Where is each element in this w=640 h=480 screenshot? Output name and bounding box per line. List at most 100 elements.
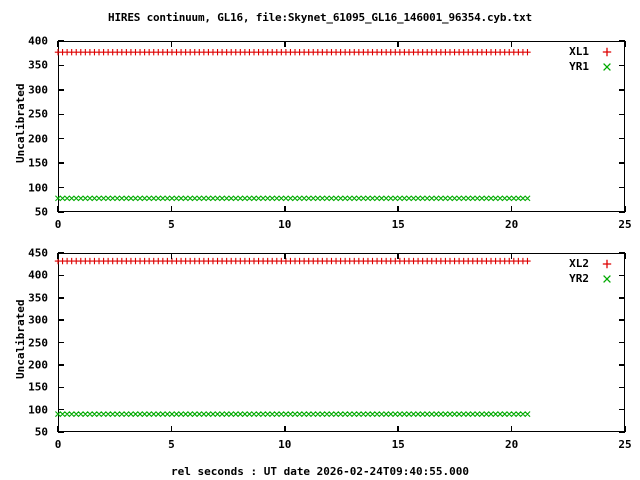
plus-marker-icon: [602, 47, 612, 57]
x-tick-mark-top: [624, 253, 626, 259]
x-tick-mark-top: [284, 253, 286, 259]
y-tick-label: 50: [34, 425, 48, 439]
y-tick-mark: [58, 297, 64, 299]
y-tick-label: 200: [28, 132, 48, 146]
y-tick-mark: [58, 113, 64, 116]
y-tick-mark: [58, 274, 64, 277]
x-tick-mark: [284, 206, 286, 212]
x-tick-label: 25: [618, 218, 632, 231]
chart-panel-top: XL1 YR1 Uncalibrated 50 100 150 200 250 300 350…: [0, 30, 640, 245]
x-tick-mark: [397, 206, 399, 212]
y-tick-label: 150: [28, 380, 48, 394]
y-tick-mark: [58, 64, 64, 67]
x-tick-mark-top: [284, 41, 286, 47]
y-tick-label: 50: [34, 205, 48, 219]
y-tick-label: 250: [28, 336, 48, 349]
y-tick-mark-right: [619, 408, 625, 411]
cross-marker-icon: [603, 63, 611, 71]
y-tick-mark-right: [619, 137, 625, 140]
y-tick-label: 450: [28, 246, 48, 260]
y-tick-mark-right: [619, 40, 625, 42]
x-tick-mark-top: [57, 253, 59, 259]
legend-top: XL1 YR1: [525, 45, 625, 77]
y-tick-mark-right: [619, 211, 625, 213]
legend-label: YR1: [569, 60, 589, 73]
x-tick-label: 0: [54, 218, 62, 231]
figure-title: HIRES continuum, GL16, file:Skynet_61095…: [108, 11, 532, 24]
y-tick-mark-right: [619, 364, 625, 366]
y-tick-label: 200: [28, 358, 48, 372]
legend-label: YR2: [569, 272, 589, 285]
x-tick-label: 15: [391, 218, 405, 231]
plot-frame-top: [58, 41, 625, 212]
y-tick-mark: [58, 431, 64, 433]
legend-entry-xl1: XL1: [525, 45, 625, 59]
y-tick-label: 400: [28, 268, 48, 282]
y-tick-mark-right: [619, 162, 625, 164]
y-tick-label: 350: [28, 58, 48, 72]
y-tick-mark-right: [619, 431, 625, 433]
y-tick-mark-right: [619, 297, 625, 299]
legend-label: XL1: [569, 45, 589, 58]
y-tick-label: 100: [28, 403, 48, 417]
x-tick-mark-top: [170, 253, 173, 259]
x-tick-mark: [510, 206, 513, 212]
x-tick-mark: [284, 426, 286, 432]
x-tick-mark: [624, 206, 626, 212]
y-tick-label: 350: [28, 291, 48, 305]
y-tick-mark-right: [619, 319, 625, 321]
x-tick-mark-top: [510, 253, 513, 259]
y-tick-mark-right: [619, 341, 625, 344]
y-tick-mark-right: [619, 89, 625, 91]
plot-frame-bottom: [58, 253, 625, 432]
legend-bottom: XL2 YR2: [525, 257, 625, 289]
chart-panel-bottom: XL2 YR2 Uncalibrated 50 100 150 200 250 300 350…: [0, 242, 640, 457]
y-tick-label: 300: [28, 313, 48, 327]
y-tick-mark: [58, 364, 64, 366]
x-tick-label: 25: [618, 438, 632, 451]
legend-entry-xl2: XL2: [525, 257, 625, 271]
legend-entry-yr2: YR2: [525, 272, 625, 286]
y-tick-label: 400: [28, 34, 48, 48]
y-tick-mark: [58, 137, 64, 140]
x-tick-label: 20: [504, 438, 519, 451]
y-tick-mark: [58, 319, 64, 321]
legend-label: XL2: [569, 257, 589, 270]
y-tick-mark-right: [619, 274, 625, 277]
y-tick-mark: [58, 252, 64, 254]
x-tick-label: 20: [504, 218, 519, 231]
x-tick-mark-top: [510, 41, 513, 47]
y-tick-mark-right: [619, 386, 625, 388]
y-tick-mark: [58, 211, 64, 213]
x-tick-label: 5: [168, 438, 175, 451]
plus-marker-icon: [602, 259, 612, 269]
x-tick-mark: [57, 426, 59, 432]
x-tick-label: 10: [278, 438, 292, 451]
y-tick-label: 150: [28, 156, 48, 170]
x-tick-mark-top: [57, 41, 59, 47]
x-tick-mark-top: [624, 41, 626, 47]
legend-entry-yr1: YR1: [525, 60, 625, 74]
y-tick-label: 300: [28, 83, 48, 97]
y-tick-mark-right: [619, 113, 625, 116]
y-tick-mark-right: [619, 252, 625, 254]
x-tick-mark: [170, 426, 173, 432]
x-tick-mark-top: [397, 253, 399, 259]
y-tick-mark-right: [619, 186, 625, 189]
cross-marker-icon: [603, 275, 611, 283]
y-tick-mark: [58, 341, 64, 344]
y-tick-label: 100: [28, 181, 48, 195]
x-tick-label: 15: [391, 438, 405, 451]
x-tick-mark-top: [397, 41, 399, 47]
x-tick-label: 10: [278, 218, 292, 231]
y-tick-mark: [58, 186, 64, 189]
x-tick-mark: [624, 426, 626, 432]
y-tick-label: 250: [28, 107, 48, 121]
y-tick-mark: [58, 162, 64, 164]
y-tick-mark: [58, 89, 64, 91]
x-tick-mark-top: [170, 41, 173, 47]
x-tick-mark: [170, 206, 173, 212]
y-tick-mark: [58, 408, 64, 411]
x-tick-mark: [397, 426, 399, 432]
